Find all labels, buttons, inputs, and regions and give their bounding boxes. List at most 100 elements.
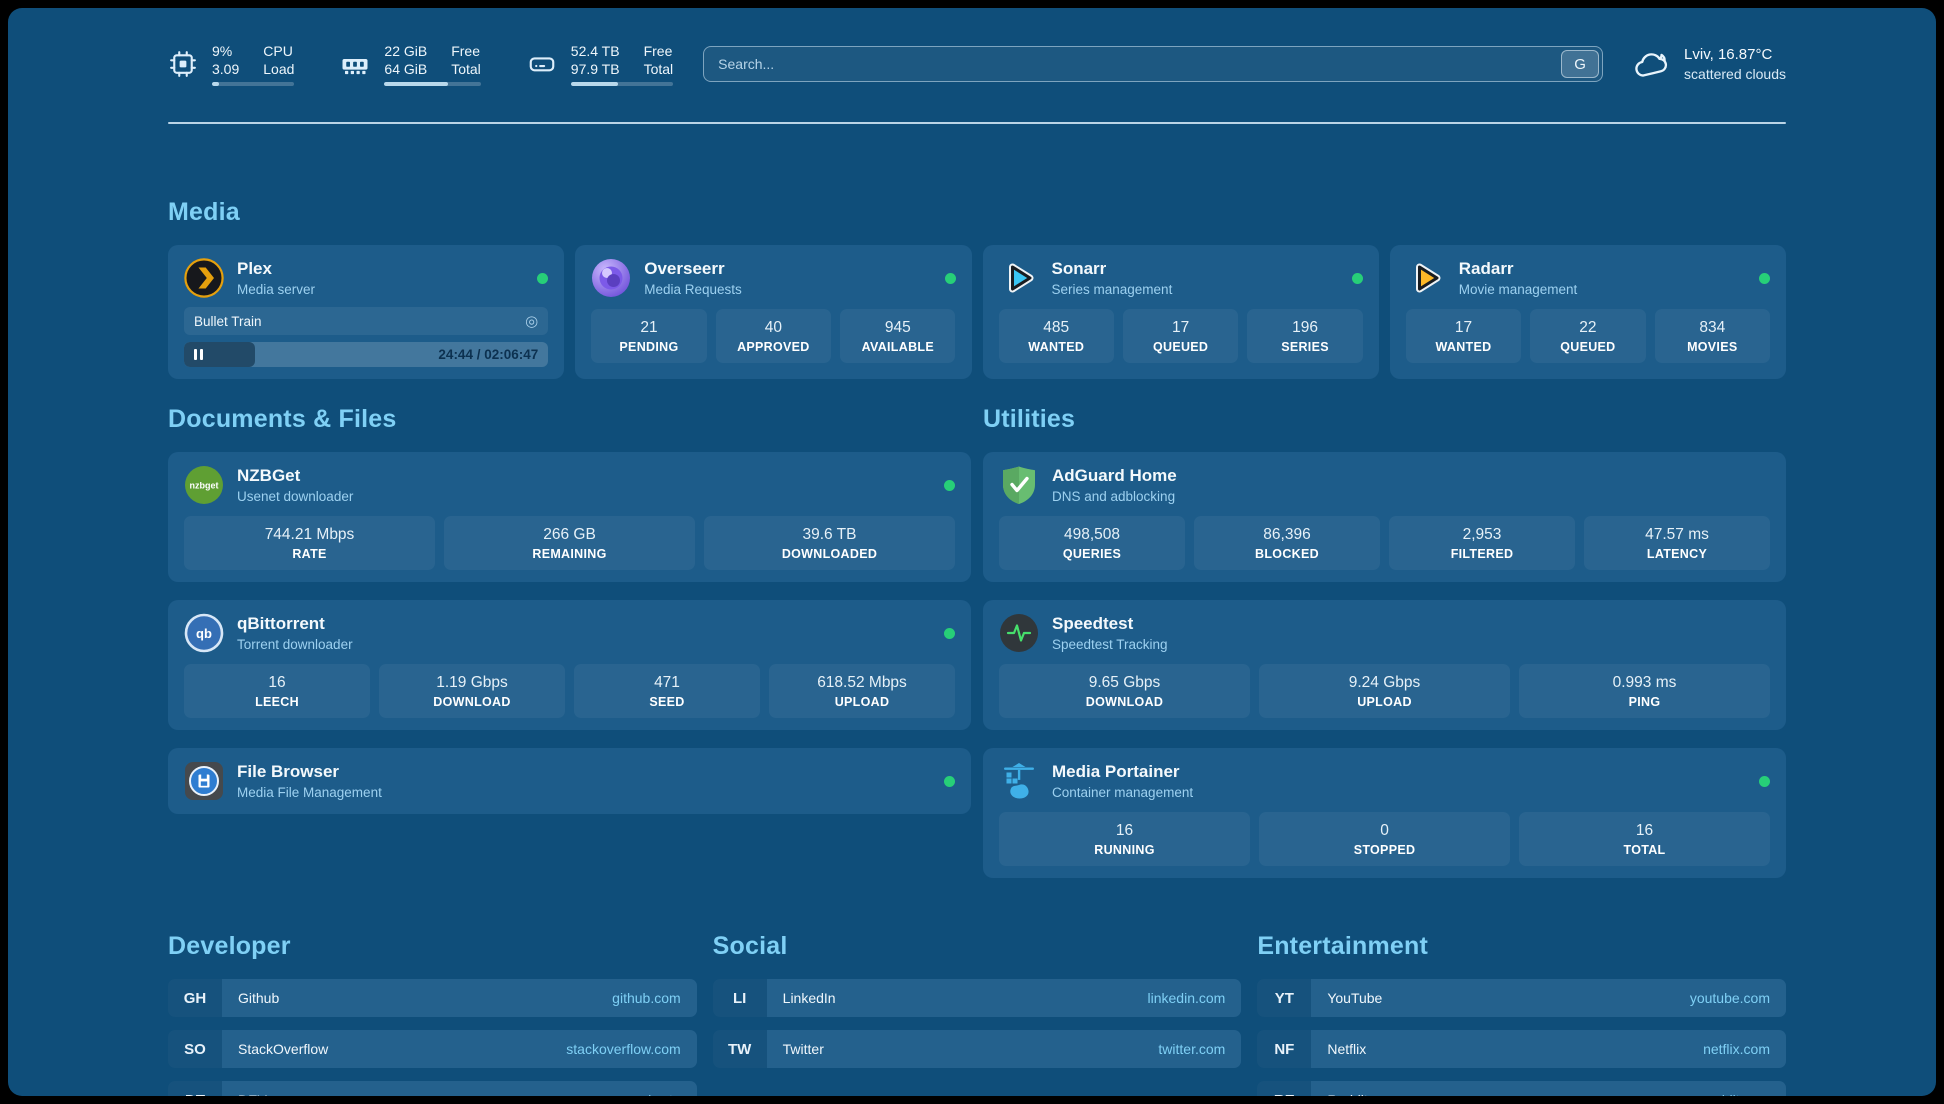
stat-label: DOWNLOAD — [433, 694, 511, 709]
stat-label: MOVIES — [1687, 339, 1738, 354]
ram-progress-bar — [384, 82, 481, 86]
link-name: LinkedIn — [782, 990, 836, 1006]
link-abbreviation: SO — [168, 1030, 222, 1068]
link-abbreviation: GH — [168, 979, 222, 1017]
stat-tile-download: 1.19 Gbps DOWNLOAD — [379, 664, 565, 718]
stat-value: 2,953 — [1462, 525, 1502, 543]
link-github[interactable]: GH Github github.com — [168, 979, 697, 1017]
stat-tile-seed: 471 SEED — [574, 664, 760, 718]
app-card-nzbget[interactable]: nzbget NZBGet Usenet downloader 744.21 M… — [168, 452, 971, 582]
stat-label: STOPPED — [1353, 842, 1416, 857]
status-online-dot — [944, 775, 955, 787]
search-engine-button[interactable]: G — [1561, 50, 1600, 78]
disk-icon — [527, 49, 557, 79]
app-card-filebrowser[interactable]: File Browser Media File Management — [168, 748, 971, 814]
app-name: qBittorrent — [237, 614, 325, 633]
stat-value: 744.21 Mbps — [264, 525, 355, 543]
app-card-plex[interactable]: Plex Media server Bullet Train ◎ 24:44 /… — [168, 245, 565, 379]
utilities-section: Utilities AdGuard Home DNS and adblockin… — [983, 405, 1786, 878]
link-youtube[interactable]: YT YouTube youtube.com — [1257, 979, 1786, 1017]
link-abbreviation: NF — [1257, 1030, 1312, 1068]
search-input[interactable] — [703, 46, 1604, 82]
app-name: Media Portainer — [1052, 762, 1180, 781]
weather-widget: Lviv, 16.87°C scattered clouds — [1633, 46, 1786, 82]
media-section: Media Plex Media server — [168, 198, 1786, 379]
stat-label: LATENCY — [1646, 546, 1708, 561]
stat-value: 17 — [1454, 318, 1473, 336]
link-abbreviation: YT — [1257, 979, 1312, 1017]
cpu-progress-bar — [212, 82, 295, 86]
link-linkedin[interactable]: LI LinkedIn linkedin.com — [712, 979, 1242, 1017]
app-card-overseerr[interactable]: Overseerr Media Requests 21 PENDING 40 A… — [575, 245, 972, 379]
link-abbreviation: TW — [712, 1030, 767, 1068]
stat-label: QUERIES — [1062, 546, 1122, 561]
entertainment-links-section: Entertainment YT YouTube youtube.com NF … — [1257, 932, 1786, 1096]
stat-tile-queued: 17 QUEUED — [1122, 309, 1239, 363]
entertainment-section-title: Entertainment — [1257, 932, 1429, 960]
stat-tile-series: 196 SERIES — [1247, 309, 1363, 363]
link-twitter[interactable]: TW Twitter twitter.com — [712, 1030, 1242, 1068]
stat-tile-rate: 744.21 Mbps RATE — [184, 516, 435, 570]
stat-tile-stopped: 0 STOPPED — [1259, 812, 1510, 866]
header-divider — [168, 122, 1786, 124]
status-online-dot — [944, 272, 956, 284]
app-card-speedtest[interactable]: Speedtest Speedtest Tracking 9.65 Gbps D… — [983, 600, 1786, 730]
app-card-qbittorrent[interactable]: qb qBittorrent Torrent downloader 16 LEE… — [168, 600, 971, 730]
cpu-progress-fill — [212, 82, 220, 86]
app-card-adguard[interactable]: AdGuard Home DNS and adblocking 498,508 … — [983, 452, 1786, 582]
app-card-sonarr[interactable]: Sonarr Series management 485 WANTED 17 Q… — [982, 245, 1379, 379]
weather-location-temp: Lviv, 16.87°C — [1684, 46, 1773, 63]
status-online-dot — [1759, 272, 1770, 284]
stat-value: 498,508 — [1063, 525, 1121, 543]
stat-tile-latency: 47.57 ms LATENCY — [1584, 516, 1770, 570]
svg-text:nzbget: nzbget — [190, 481, 219, 491]
playback-progress-bar[interactable]: 24:44 / 02:06:47 — [184, 342, 549, 367]
link-dev[interactable]: DT DEV dev.to — [168, 1081, 697, 1096]
ram-progress-fill — [384, 82, 449, 86]
app-card-radarr[interactable]: Radarr Movie management 17 WANTED 22 QUE… — [1389, 245, 1786, 379]
link-reddit[interactable]: RE Reddit reddit.com — [1257, 1081, 1786, 1096]
stat-value: 485 — [1043, 318, 1070, 336]
stat-label: WANTED — [1028, 339, 1085, 354]
stat-value: 21 — [640, 318, 658, 336]
stat-tile-queries: 498,508 QUERIES — [999, 516, 1185, 570]
link-netflix[interactable]: NF Netflix netflix.com — [1257, 1030, 1786, 1068]
status-online-dot — [1759, 775, 1770, 787]
app-description: Container management — [1052, 785, 1194, 800]
stat-tile-wanted: 485 WANTED — [998, 309, 1114, 363]
stat-value: 40 — [764, 318, 782, 336]
now-playing-row: Bullet Train ◎ — [184, 307, 549, 335]
app-description: Torrent downloader — [237, 637, 353, 652]
disk-free-value: 52.4 TB — [570, 43, 620, 59]
app-description: DNS and adblocking — [1052, 489, 1176, 504]
app-description: Usenet downloader — [237, 489, 354, 504]
stat-label: RATE — [292, 546, 327, 561]
pause-button[interactable] — [194, 349, 203, 360]
stat-label: QUEUED — [1152, 339, 1209, 354]
cpu-icon — [168, 49, 198, 79]
cpu-label: CPU — [263, 43, 293, 59]
disk-total-label: Total — [643, 61, 674, 77]
link-url: netflix.com — [1703, 1041, 1770, 1057]
stat-value: 618.52 Mbps — [817, 673, 907, 691]
stat-value: 1.19 Gbps — [436, 673, 508, 691]
session-camera-icon[interactable]: ◎ — [525, 313, 539, 330]
stat-value: 196 — [1292, 318, 1318, 336]
link-url: twitter.com — [1158, 1041, 1226, 1057]
app-card-portainer[interactable]: Media Portainer Container management 16 … — [983, 748, 1786, 878]
system-stats: 9% 3.09 CPU Load — [168, 42, 674, 86]
playback-time: 24:44 / 02:06:47 — [438, 347, 539, 362]
documents-section-title: Documents & Files — [168, 405, 397, 433]
link-stackoverflow[interactable]: SO StackOverflow stackoverflow.com — [168, 1030, 697, 1068]
stat-label: APPROVED — [737, 339, 810, 354]
speedtest-icon — [999, 613, 1039, 653]
stat-tile-movies: 834 MOVIES — [1654, 309, 1770, 363]
link-name: Twitter — [782, 1041, 824, 1057]
app-name: Speedtest — [1052, 614, 1134, 633]
link-url: reddit.com — [1705, 1092, 1770, 1096]
stat-tile-approved: 40 APPROVED — [715, 309, 832, 363]
stat-value: 834 — [1699, 318, 1726, 336]
link-abbreviation: RE — [1257, 1081, 1312, 1096]
nzbget-icon: nzbget — [184, 465, 224, 505]
cpu-usage-value: 9% — [212, 43, 233, 59]
